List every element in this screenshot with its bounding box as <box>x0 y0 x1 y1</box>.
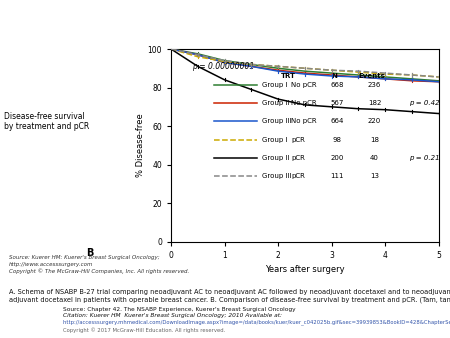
Text: pCR: pCR <box>292 137 306 143</box>
Text: No pCR: No pCR <box>292 100 317 106</box>
Text: Disease-free survival
by treatment and pCR: Disease-free survival by treatment and p… <box>4 112 90 131</box>
Text: 40: 40 <box>370 155 379 161</box>
Text: Mc: Mc <box>25 307 38 316</box>
Text: Group III: Group III <box>262 118 292 124</box>
Text: Citation: Kuerer HM  Kuerer's Breast Surgical Oncology; 2010 Available at:: Citation: Kuerer HM Kuerer's Breast Surg… <box>63 313 282 318</box>
Text: Group I: Group I <box>262 82 288 88</box>
Text: 98: 98 <box>333 137 342 143</box>
Text: Source: Chapter 42. The NSABP Experience, Kuerer's Breast Surgical Oncology: Source: Chapter 42. The NSABP Experience… <box>63 307 296 312</box>
Text: Group II: Group II <box>262 155 289 161</box>
Text: 111: 111 <box>330 173 344 179</box>
Text: 236: 236 <box>368 82 381 88</box>
Text: p = 0.00000001: p = 0.00000001 <box>193 63 255 72</box>
Text: Events: Events <box>358 73 385 79</box>
Text: 182: 182 <box>368 100 381 106</box>
Text: 668: 668 <box>330 82 344 88</box>
Y-axis label: % Disease-free: % Disease-free <box>136 114 145 177</box>
Text: Group II: Group II <box>262 100 289 106</box>
Text: No pCR: No pCR <box>292 82 317 88</box>
Text: Education: Education <box>19 328 44 333</box>
Text: pCR: pCR <box>292 155 306 161</box>
Text: 664: 664 <box>330 118 344 124</box>
Text: Copyright © 2017 McGraw-Hill Education. All rights reserved.: Copyright © 2017 McGraw-Hill Education. … <box>63 328 225 334</box>
Text: 18: 18 <box>370 137 379 143</box>
Text: Graw: Graw <box>20 313 43 322</box>
Text: N: N <box>331 73 337 79</box>
Text: No pCR: No pCR <box>292 118 317 124</box>
Text: Hill: Hill <box>24 319 39 329</box>
Text: B: B <box>86 248 94 259</box>
Text: A. Schema of NSABP B-27 trial comparing neoadjuvant AC to neoadjuvant AC followe: A. Schema of NSABP B-27 trial comparing … <box>9 289 450 303</box>
Text: Source: Kuerer HM: Kuerer's Breast Surgical Oncology;
http://www.accesssurgery.c: Source: Kuerer HM: Kuerer's Breast Surgi… <box>9 255 189 274</box>
Text: 567: 567 <box>330 100 344 106</box>
Text: pCR: pCR <box>292 173 306 179</box>
Text: 220: 220 <box>368 118 381 124</box>
Text: Group III: Group III <box>262 173 292 179</box>
Text: TRT: TRT <box>281 73 296 79</box>
X-axis label: Years after surgery: Years after surgery <box>265 265 345 274</box>
Text: p = 0.42: p = 0.42 <box>410 100 440 106</box>
Text: 200: 200 <box>330 155 344 161</box>
Text: Group I: Group I <box>262 137 288 143</box>
Text: p = 0.21: p = 0.21 <box>410 155 440 161</box>
Text: 13: 13 <box>370 173 379 179</box>
Text: http://accesssurgery.mhmedical.com/DownloadImage.aspx?image=/data/books/kuer/kue: http://accesssurgery.mhmedical.com/Downl… <box>63 320 450 325</box>
